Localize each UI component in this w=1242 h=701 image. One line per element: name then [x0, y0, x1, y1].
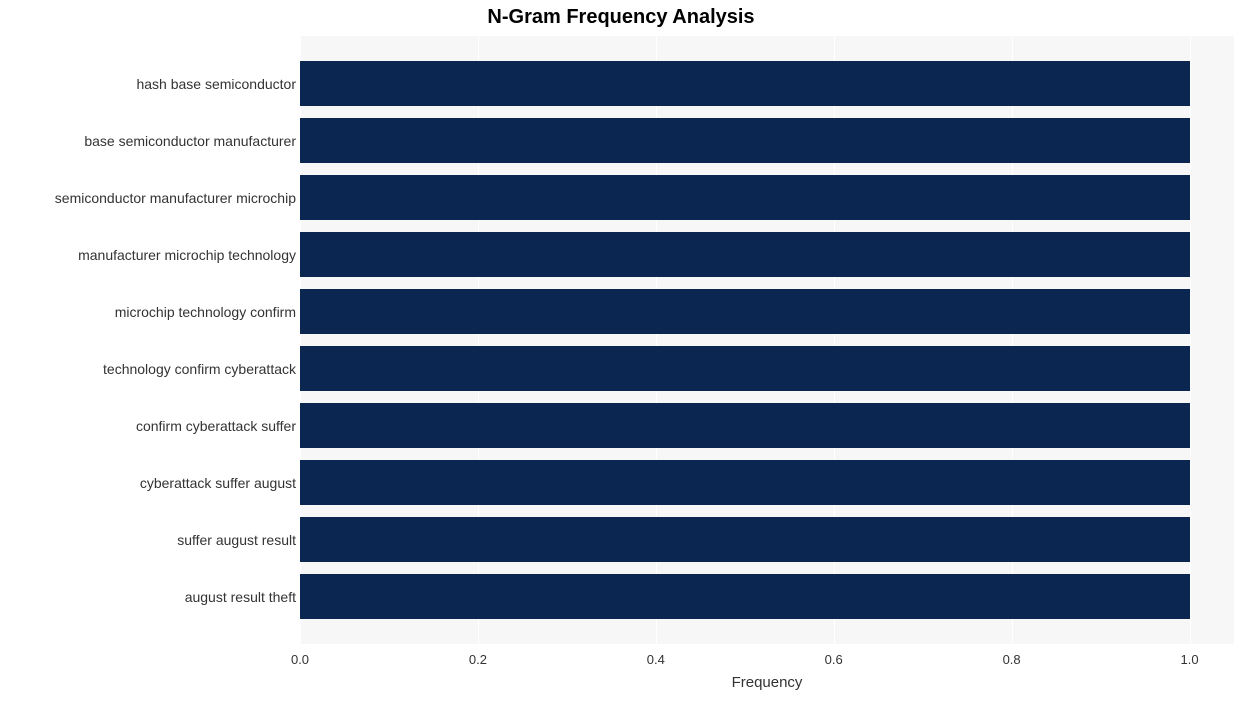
bar — [300, 346, 1190, 391]
bar — [300, 289, 1190, 334]
x-tick-label: 0.6 — [825, 652, 843, 667]
x-tick-label: 0.0 — [291, 652, 309, 667]
bar — [300, 175, 1190, 220]
y-category-label: hash base semiconductor — [136, 76, 296, 92]
x-tick-label: 0.4 — [647, 652, 665, 667]
bar — [300, 118, 1190, 163]
x-axis-label: Frequency — [300, 674, 1234, 691]
y-category-label: base semiconductor manufacturer — [84, 133, 296, 149]
x-tick-label: 0.2 — [469, 652, 487, 667]
bar — [300, 517, 1190, 562]
y-category-label: suffer august result — [177, 532, 296, 548]
y-category-label: manufacturer microchip technology — [78, 247, 296, 263]
bar — [300, 232, 1190, 277]
bar — [300, 460, 1190, 505]
y-category-label: technology confirm cyberattack — [103, 361, 296, 377]
y-category-label: cyberattack suffer august — [140, 475, 296, 491]
bar — [300, 61, 1190, 106]
gridline — [1190, 36, 1191, 644]
y-category-label: confirm cyberattack suffer — [136, 418, 296, 434]
bar — [300, 574, 1190, 619]
x-tick-label: 0.8 — [1003, 652, 1021, 667]
x-tick-label: 1.0 — [1180, 652, 1198, 667]
chart-title: N-Gram Frequency Analysis — [0, 6, 1242, 29]
bar — [300, 403, 1190, 448]
y-category-label: microchip technology confirm — [115, 304, 296, 320]
y-category-label: semiconductor manufacturer microchip — [55, 190, 296, 206]
chart-container: N-Gram Frequency Analysis Frequency 0.0 0… — [0, 0, 1242, 701]
y-category-label: august result theft — [185, 589, 296, 605]
